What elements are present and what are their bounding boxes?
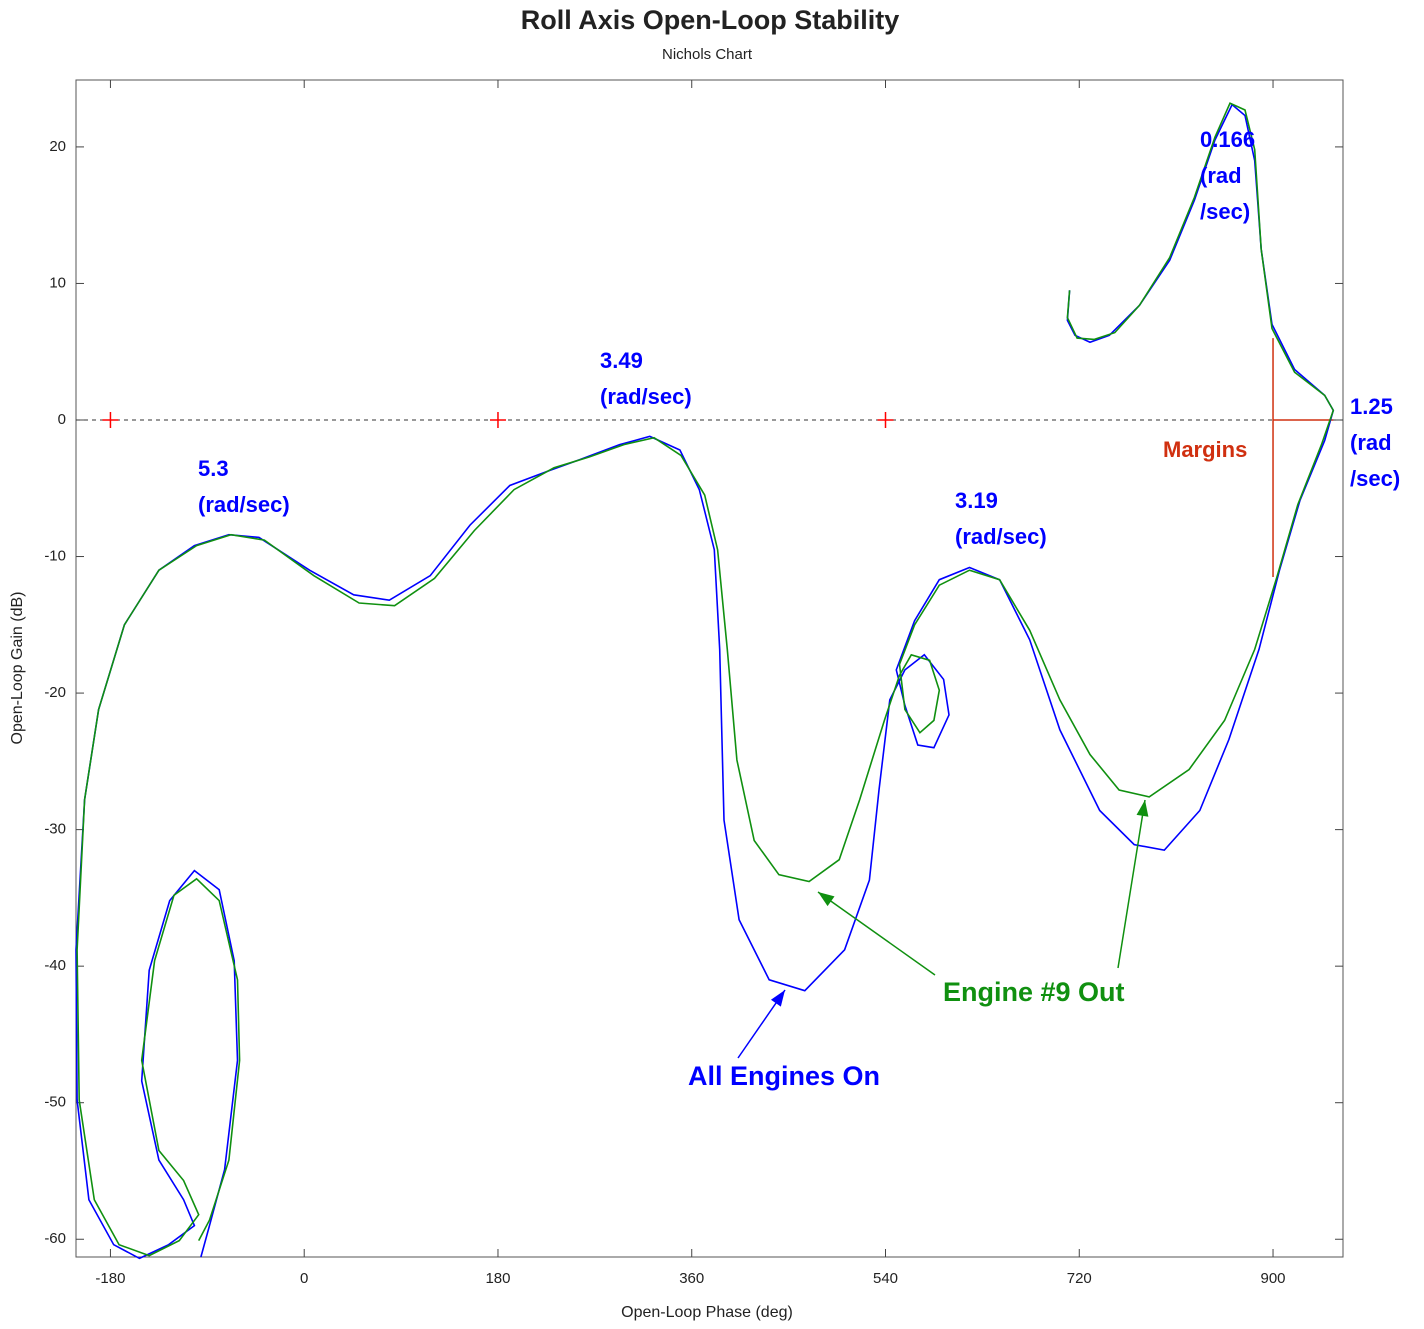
arrow-head bbox=[770, 990, 785, 1007]
y-tick-label: 20 bbox=[49, 138, 66, 155]
x-tick-label: 0 bbox=[300, 1270, 308, 1287]
y-tick-label: -60 bbox=[44, 1230, 66, 1247]
arrow-line bbox=[1117, 799, 1146, 969]
y-tick-label: -20 bbox=[44, 684, 66, 701]
series-label: All Engines On bbox=[688, 1061, 880, 1091]
chart-subtitle: Nichols Chart bbox=[662, 46, 753, 63]
frequency-annotation: /sec) bbox=[1350, 466, 1400, 491]
frequency-annotation: (rad/sec) bbox=[600, 384, 692, 409]
series-label: Engine #9 Out bbox=[943, 977, 1125, 1007]
plot-frame bbox=[75, 79, 1344, 1258]
x-tick-label: 180 bbox=[485, 1270, 510, 1287]
x-tick-label: 360 bbox=[679, 1270, 704, 1287]
arrow-line bbox=[817, 891, 936, 976]
frequency-annotation: 5.3 bbox=[198, 456, 229, 481]
critical-point bbox=[489, 411, 506, 428]
y-tick-label: -40 bbox=[44, 957, 66, 974]
y-tick-label: -30 bbox=[44, 821, 66, 838]
y-tick-label: -50 bbox=[44, 1094, 66, 1111]
x-tick-label: -180 bbox=[95, 1270, 125, 1287]
x-tick-label: 900 bbox=[1261, 1270, 1286, 1287]
y-axis-label: Open-Loop Gain (dB) bbox=[9, 592, 26, 745]
series-line bbox=[76, 102, 1335, 1257]
arrow-head bbox=[818, 892, 835, 907]
chart-title: Roll Axis Open-Loop Stability bbox=[521, 5, 900, 35]
frequency-annotation: 0.166 bbox=[1200, 127, 1255, 152]
frequency-annotation: 1.25 bbox=[1350, 394, 1393, 419]
frequency-annotation: (rad/sec) bbox=[955, 524, 1047, 549]
frequency-annotation: 3.19 bbox=[955, 488, 998, 513]
margin-label: Margins bbox=[1163, 437, 1247, 462]
frequency-annotation: /sec) bbox=[1200, 199, 1250, 224]
x-axis-label: Open-Loop Phase (deg) bbox=[621, 1304, 793, 1321]
y-tick-label: 0 bbox=[58, 411, 66, 428]
x-tick-label: 540 bbox=[873, 1270, 898, 1287]
arrow-head bbox=[1136, 800, 1149, 817]
y-tick-label: 10 bbox=[49, 274, 66, 291]
series-line bbox=[75, 103, 1335, 1260]
frequency-annotation: (rad bbox=[1200, 163, 1242, 188]
critical-point bbox=[102, 411, 119, 428]
critical-point bbox=[877, 411, 894, 428]
frequency-annotation: (rad bbox=[1350, 430, 1392, 455]
frequency-annotation: (rad/sec) bbox=[198, 492, 290, 517]
x-tick-label: 720 bbox=[1067, 1270, 1092, 1287]
frequency-annotation: 3.49 bbox=[600, 348, 643, 373]
y-tick-label: -10 bbox=[44, 548, 66, 565]
